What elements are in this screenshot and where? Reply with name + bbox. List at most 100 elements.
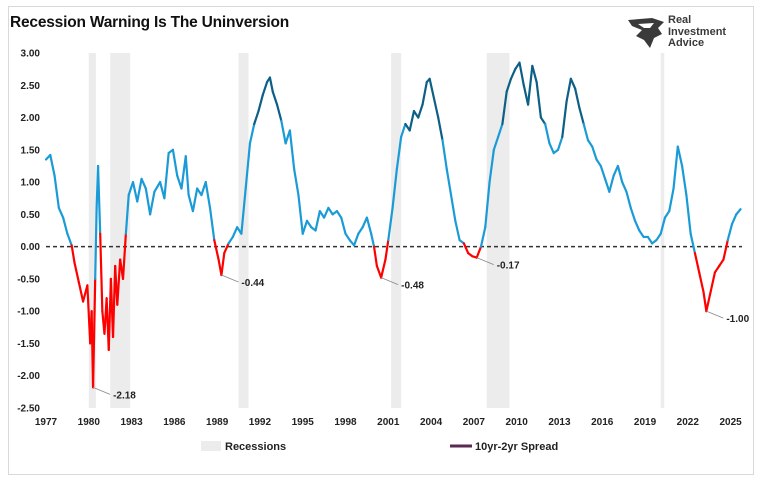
x-tick-label-16: 2025 xyxy=(719,417,742,428)
series-segment-71 xyxy=(301,219,309,235)
series-segment-37 xyxy=(163,151,170,200)
series-segment-100 xyxy=(421,80,428,106)
series-segment-41 xyxy=(180,155,187,190)
logo-line-2: Investment xyxy=(668,25,727,38)
series-segment-150 xyxy=(633,219,641,232)
series-segment-51 xyxy=(220,251,226,277)
series-segment-2 xyxy=(53,174,60,210)
x-tick-label-10: 2007 xyxy=(463,417,486,428)
series-segment-85 xyxy=(361,216,369,229)
series-segment-92 xyxy=(387,206,394,242)
annotation-label-0: -2.18 xyxy=(113,390,136,401)
series-segment-114 xyxy=(479,226,487,248)
series-segment-108 xyxy=(454,219,461,242)
series-segment-153 xyxy=(646,235,654,245)
x-tick-label-3: 1986 xyxy=(163,417,186,428)
series-segment-34 xyxy=(149,190,156,216)
series-segment-168 xyxy=(709,271,717,293)
x-tick-label-8: 2001 xyxy=(377,417,400,428)
series-segment-121 xyxy=(509,68,517,80)
series-segment-163 xyxy=(689,232,697,255)
series-segment-174 xyxy=(735,208,742,216)
series-segment-143 xyxy=(603,177,611,193)
x-tick-label-0: 1977 xyxy=(35,417,58,428)
series-segment-80 xyxy=(340,216,347,235)
annotation-label-2: -0.48 xyxy=(401,281,424,292)
series-segment-76 xyxy=(323,206,330,219)
series-segment-119 xyxy=(501,90,508,126)
x-tick-label-5: 1992 xyxy=(249,417,272,428)
series-segment-17 xyxy=(99,232,104,313)
series-segment-170 xyxy=(718,258,725,268)
series-segment-129 xyxy=(544,122,551,145)
series-segment-49 xyxy=(213,239,220,261)
recession-band-3 xyxy=(391,53,402,408)
x-tick-label-13: 2016 xyxy=(591,417,614,428)
series-segment-161 xyxy=(680,164,688,197)
y-axis-ticks: 3.00 2.50 2.00 1.50 1.00 0.50 0.00 -0.50 -1.00 -1… xyxy=(17,49,40,415)
series-segment-158 xyxy=(668,187,675,213)
legend: Recessions 10yr-2yr Spread xyxy=(201,441,558,453)
series-segment-48 xyxy=(208,206,216,242)
series-segment-53 xyxy=(227,235,234,245)
annotation-leader-3 xyxy=(476,257,494,265)
chart-title: Recession Warning Is The Uninversion xyxy=(10,14,290,31)
series-segment-113 xyxy=(475,245,483,259)
series-segment-149 xyxy=(629,206,637,222)
series-segment-132 xyxy=(556,135,564,151)
series-segment-130 xyxy=(548,142,555,155)
series-segment-43 xyxy=(187,193,195,213)
series-segment-147 xyxy=(621,180,628,193)
annotation-leader-2 xyxy=(381,277,399,285)
series-segment-125 xyxy=(526,64,534,106)
series-segment-155 xyxy=(655,232,662,242)
series-segment-1 xyxy=(49,153,56,177)
series-segment-104 xyxy=(437,116,444,142)
y-tick-label-8: -1.00 xyxy=(17,307,40,318)
x-axis-ticks: 1977 1980 1983 1986 1989 1992 1995 1998 2001 2004… xyxy=(35,417,742,428)
series-segment-136 xyxy=(574,87,581,109)
series-segment-56 xyxy=(240,187,247,235)
series-segment-117 xyxy=(492,135,500,151)
series-segment-95 xyxy=(400,122,407,139)
series-segment-88 xyxy=(372,245,378,268)
series-segment-86 xyxy=(365,216,373,235)
series-segment-110 xyxy=(462,242,470,255)
series-segment-169 xyxy=(713,264,721,274)
logo-line-3: Advice xyxy=(668,37,705,49)
y-tick-label-10: -2.00 xyxy=(17,371,40,382)
series-segment-68 xyxy=(288,129,296,171)
series-segment-102 xyxy=(428,77,436,100)
series-segment-93 xyxy=(391,168,398,210)
series-segment-65 xyxy=(275,103,283,122)
series-segment-105 xyxy=(441,139,448,171)
x-tick-label-6: 1995 xyxy=(292,417,315,428)
series-segment-25 xyxy=(116,258,122,306)
series-segment-14 xyxy=(94,206,98,281)
series-segment-81 xyxy=(344,232,351,242)
series-segment-39 xyxy=(171,148,179,177)
series-segment-107 xyxy=(449,193,457,222)
series-segment-97 xyxy=(408,109,416,132)
series-segment-13 xyxy=(91,277,97,389)
series-segment-59 xyxy=(253,109,260,126)
series-segment-172 xyxy=(726,222,734,242)
series-segment-127 xyxy=(535,80,543,119)
y-tick-label-6: 0.00 xyxy=(21,242,41,253)
series-segment-116 xyxy=(488,148,495,184)
x-tick-label-14: 2019 xyxy=(634,417,657,428)
series-segment-157 xyxy=(663,210,671,219)
recession-band-1 xyxy=(110,53,131,408)
series-segment-54 xyxy=(231,226,239,239)
recession-band-0 xyxy=(88,53,96,408)
series-segment-27 xyxy=(121,232,127,281)
recession-band-4 xyxy=(486,53,510,408)
y-tick-label-3: 1.50 xyxy=(21,145,41,156)
series-segment-106 xyxy=(445,168,453,197)
annotation-leader-0 xyxy=(92,386,111,395)
series-segment-30 xyxy=(131,180,139,203)
series-segment-69 xyxy=(293,168,300,197)
series-segment-77 xyxy=(327,206,334,216)
x-tick-label-12: 2013 xyxy=(548,417,571,428)
